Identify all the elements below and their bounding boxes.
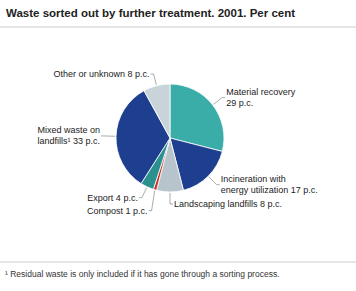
- leader-line: [101, 135, 115, 136]
- leader-line: [149, 191, 155, 211]
- slice-label: Other or unknown 8 p.c.: [54, 69, 150, 79]
- slice-label: Export 4 p.c.: [87, 193, 138, 203]
- leader-line: [213, 98, 225, 105]
- leader-line: [151, 74, 157, 85]
- labels: Material recovery29 p.c. Incineration wit…: [38, 69, 318, 216]
- pie: [116, 84, 224, 192]
- slice-label: Incineration withenergy utilization 17 p…: [221, 174, 318, 195]
- slice-label: Landscaping landfills 8 p.c.: [174, 199, 282, 209]
- leader-line: [170, 193, 173, 204]
- title: Waste sorted out by further treatment. 2…: [6, 7, 295, 19]
- leader-line: [139, 188, 147, 198]
- slice-label: Material recovery29 p.c.: [226, 87, 296, 108]
- slice-label: Compost 1 p.c.: [87, 206, 148, 216]
- separator: [0, 27, 356, 28]
- leader-line: [209, 177, 220, 185]
- slice-label: Mixed waste onlandfills¹ 33 p.c.: [38, 125, 101, 146]
- separator: [0, 262, 356, 263]
- slice: [144, 84, 170, 138]
- chart: Waste sorted out by further treatment. 2…: [0, 0, 356, 291]
- footnote: ¹ Residual waste is only included if it …: [5, 269, 280, 279]
